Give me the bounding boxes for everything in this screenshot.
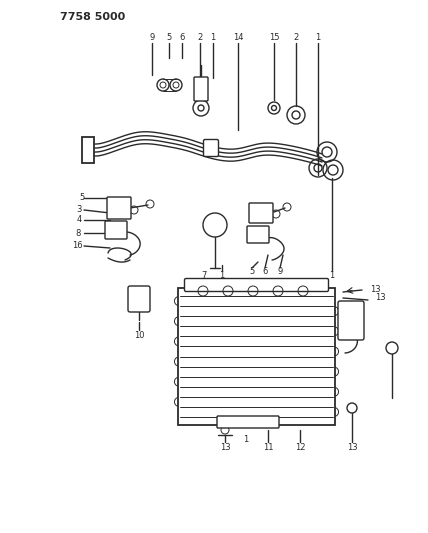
Text: 2: 2 xyxy=(197,33,202,42)
Text: 1: 1 xyxy=(330,271,335,279)
Text: 14: 14 xyxy=(233,33,243,42)
Text: 13: 13 xyxy=(347,443,357,453)
Text: 9: 9 xyxy=(277,268,282,277)
Text: 13: 13 xyxy=(374,294,385,303)
Text: 13: 13 xyxy=(370,286,380,295)
Text: 6: 6 xyxy=(262,268,268,277)
Text: 7: 7 xyxy=(201,271,207,279)
FancyBboxPatch shape xyxy=(249,203,273,223)
Text: 6: 6 xyxy=(179,33,185,42)
Text: 8: 8 xyxy=(75,229,81,238)
Text: 9: 9 xyxy=(149,33,155,42)
FancyBboxPatch shape xyxy=(107,197,131,219)
FancyBboxPatch shape xyxy=(128,286,150,312)
FancyBboxPatch shape xyxy=(82,137,94,163)
FancyBboxPatch shape xyxy=(184,279,329,292)
Text: 2: 2 xyxy=(293,33,299,42)
FancyBboxPatch shape xyxy=(338,301,364,340)
Text: 7758 5000: 7758 5000 xyxy=(60,12,125,22)
FancyBboxPatch shape xyxy=(203,140,219,157)
FancyBboxPatch shape xyxy=(247,226,269,243)
FancyBboxPatch shape xyxy=(194,77,208,101)
Text: 13: 13 xyxy=(220,443,230,453)
FancyBboxPatch shape xyxy=(105,221,127,239)
Text: 5: 5 xyxy=(79,193,85,203)
Text: 12: 12 xyxy=(295,443,305,453)
Text: 1: 1 xyxy=(211,33,216,42)
Text: 1: 1 xyxy=(244,435,249,445)
Text: 16: 16 xyxy=(71,241,82,251)
Text: 10: 10 xyxy=(134,330,144,340)
Text: 3: 3 xyxy=(76,206,82,214)
Text: 15: 15 xyxy=(269,33,279,42)
Text: 1: 1 xyxy=(315,33,321,42)
Text: 1: 1 xyxy=(220,271,225,279)
FancyBboxPatch shape xyxy=(178,288,335,425)
Text: 11: 11 xyxy=(263,443,273,453)
Text: 4: 4 xyxy=(76,215,82,224)
Text: 5: 5 xyxy=(166,33,172,42)
FancyBboxPatch shape xyxy=(217,416,279,428)
Text: 5: 5 xyxy=(250,268,255,277)
